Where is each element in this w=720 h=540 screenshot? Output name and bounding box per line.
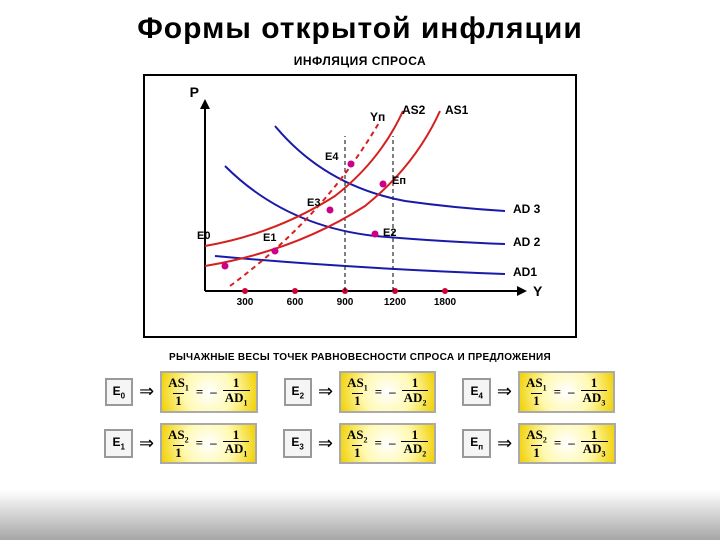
eq-label: E3: [283, 429, 311, 457]
eq-label: E4: [462, 378, 490, 406]
svg-text:AD 3: AD 3: [513, 202, 541, 216]
bottom-shadow: [0, 490, 720, 540]
arrow-icon: ⇒: [497, 381, 512, 402]
page-title: Формы открытой инфляции: [0, 0, 720, 46]
svg-text:Eп: Eп: [392, 175, 406, 187]
svg-text:E3: E3: [307, 197, 320, 209]
svg-text:300: 300: [237, 297, 254, 308]
chart-container: P Y 300 600 900 1200 1800 AD1 AD 2 AD 3 AS1 AS2 Yп E0…: [0, 74, 720, 338]
equation-cell: E4 ⇒ AS11=–1AD3: [462, 371, 615, 413]
arrow-icon: ⇒: [318, 381, 333, 402]
svg-text:Y: Y: [533, 283, 543, 299]
slide: Формы открытой инфляции ИНФЛЯЦИЯ СПРОСА …: [0, 0, 720, 540]
arrow-icon: ⇒: [318, 433, 333, 454]
svg-text:900: 900: [337, 297, 354, 308]
eq-label: E2: [284, 378, 312, 406]
equation-row: E1 ⇒ AS21=–1AD1 E3 ⇒ AS21=–1AD2 Eп ⇒ AS21=–1AD3: [104, 423, 615, 465]
svg-text:AD 2: AD 2: [513, 235, 541, 249]
svg-text:AS2: AS2: [402, 103, 426, 117]
equation-cell: E3 ⇒ AS21=–1AD2: [283, 423, 436, 465]
equations-grid: E0⇒AS11=–1AD1E2⇒AS11=–1AD2E4⇒AS11=–1AD3E…: [0, 371, 720, 464]
svg-text:600: 600: [287, 297, 304, 308]
svg-text:1200: 1200: [384, 297, 407, 308]
arrow-icon: ⇒: [497, 433, 512, 454]
svg-text:E0: E0: [197, 230, 210, 242]
equations-title: РЫЧАЖНЫЕ ВЕСЫ ТОЧЕК РАВНОВЕСНОСТИ СПРОСА…: [0, 352, 720, 363]
svg-text:Yп: Yп: [370, 110, 385, 124]
formula-box: AS21=–1AD2: [339, 423, 436, 465]
svg-text:1800: 1800: [434, 297, 457, 308]
equation-cell: E0 ⇒ AS11=–1AD1: [105, 371, 258, 413]
chart-svg: P Y 300 600 900 1200 1800 AD1 AD 2 AD 3 AS1 AS2 Yп E0…: [145, 76, 575, 336]
arrow-icon: ⇒: [139, 381, 154, 402]
eq-label: E1: [104, 429, 132, 457]
formula-box: AS11=–1AD2: [339, 371, 436, 413]
equation-row: E0 ⇒ AS11=–1AD1 E2 ⇒ AS11=–1AD2 E4 ⇒ AS11=–1AD3: [105, 371, 616, 413]
equation-cell: E2 ⇒ AS11=–1AD2: [284, 371, 437, 413]
eq-label: Eп: [462, 429, 491, 457]
formula-box: AS11=–1AD3: [518, 371, 615, 413]
arrow-icon: ⇒: [139, 433, 154, 454]
eq-label: E0: [105, 378, 133, 406]
equation-cell: E1 ⇒ AS21=–1AD1: [104, 423, 257, 465]
svg-text:E2: E2: [383, 227, 396, 239]
chart-subtitle: ИНФЛЯЦИЯ СПРОСА: [0, 54, 720, 68]
svg-text:AS1: AS1: [445, 103, 469, 117]
chart-box: P Y 300 600 900 1200 1800 AD1 AD 2 AD 3 AS1 AS2 Yп E0…: [143, 74, 577, 338]
svg-text:E1: E1: [263, 232, 276, 244]
formula-box: AS21=–1AD1: [160, 423, 257, 465]
svg-text:E4: E4: [325, 151, 339, 163]
formula-box: AS11=–1AD1: [160, 371, 257, 413]
svg-text:P: P: [190, 84, 199, 100]
formula-box: AS21=–1AD3: [518, 423, 615, 465]
svg-text:AD1: AD1: [513, 265, 537, 279]
equation-cell: Eп ⇒ AS21=–1AD3: [462, 423, 615, 465]
